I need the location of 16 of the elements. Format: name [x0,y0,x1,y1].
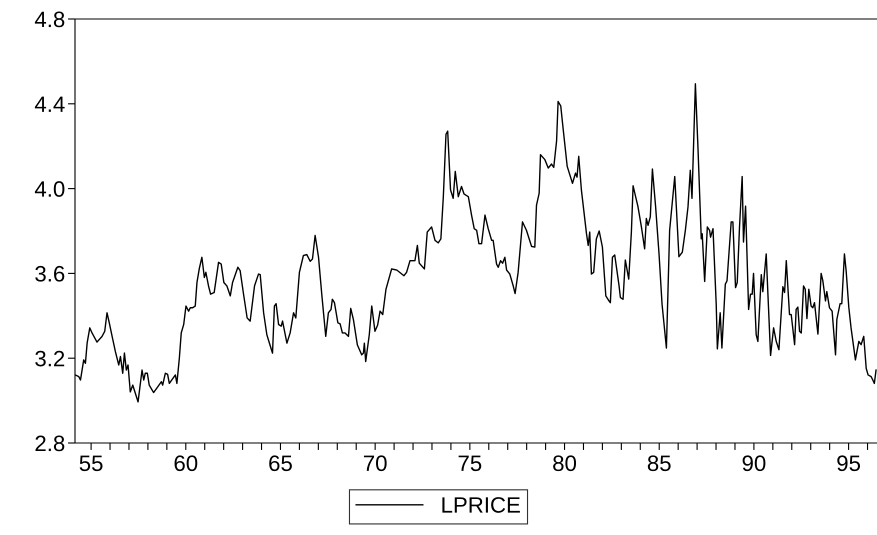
x-tick-label: 95 [837,455,860,472]
x-tick-label: 80 [553,455,576,472]
x-tick-label: 90 [742,455,766,472]
x-tick-label: 75 [458,456,482,472]
legend-label: LPRICE [442,497,520,513]
x-tick-label: 65 [269,455,292,472]
y-tick-label: 3.2 [35,350,64,366]
x-tick-label: 85 [648,455,671,472]
x-tick-label: 60 [174,455,198,472]
y-tick-label: 2.8 [36,436,64,452]
x-tick-label: 55 [80,456,103,472]
y-tick-label: 3.6 [35,266,64,282]
y-tick-label: 4.4 [34,96,65,112]
y-tick-label: 4.0 [34,181,64,197]
x-tick-label: 70 [364,455,387,472]
y-tick-label: 4.8 [34,12,64,28]
